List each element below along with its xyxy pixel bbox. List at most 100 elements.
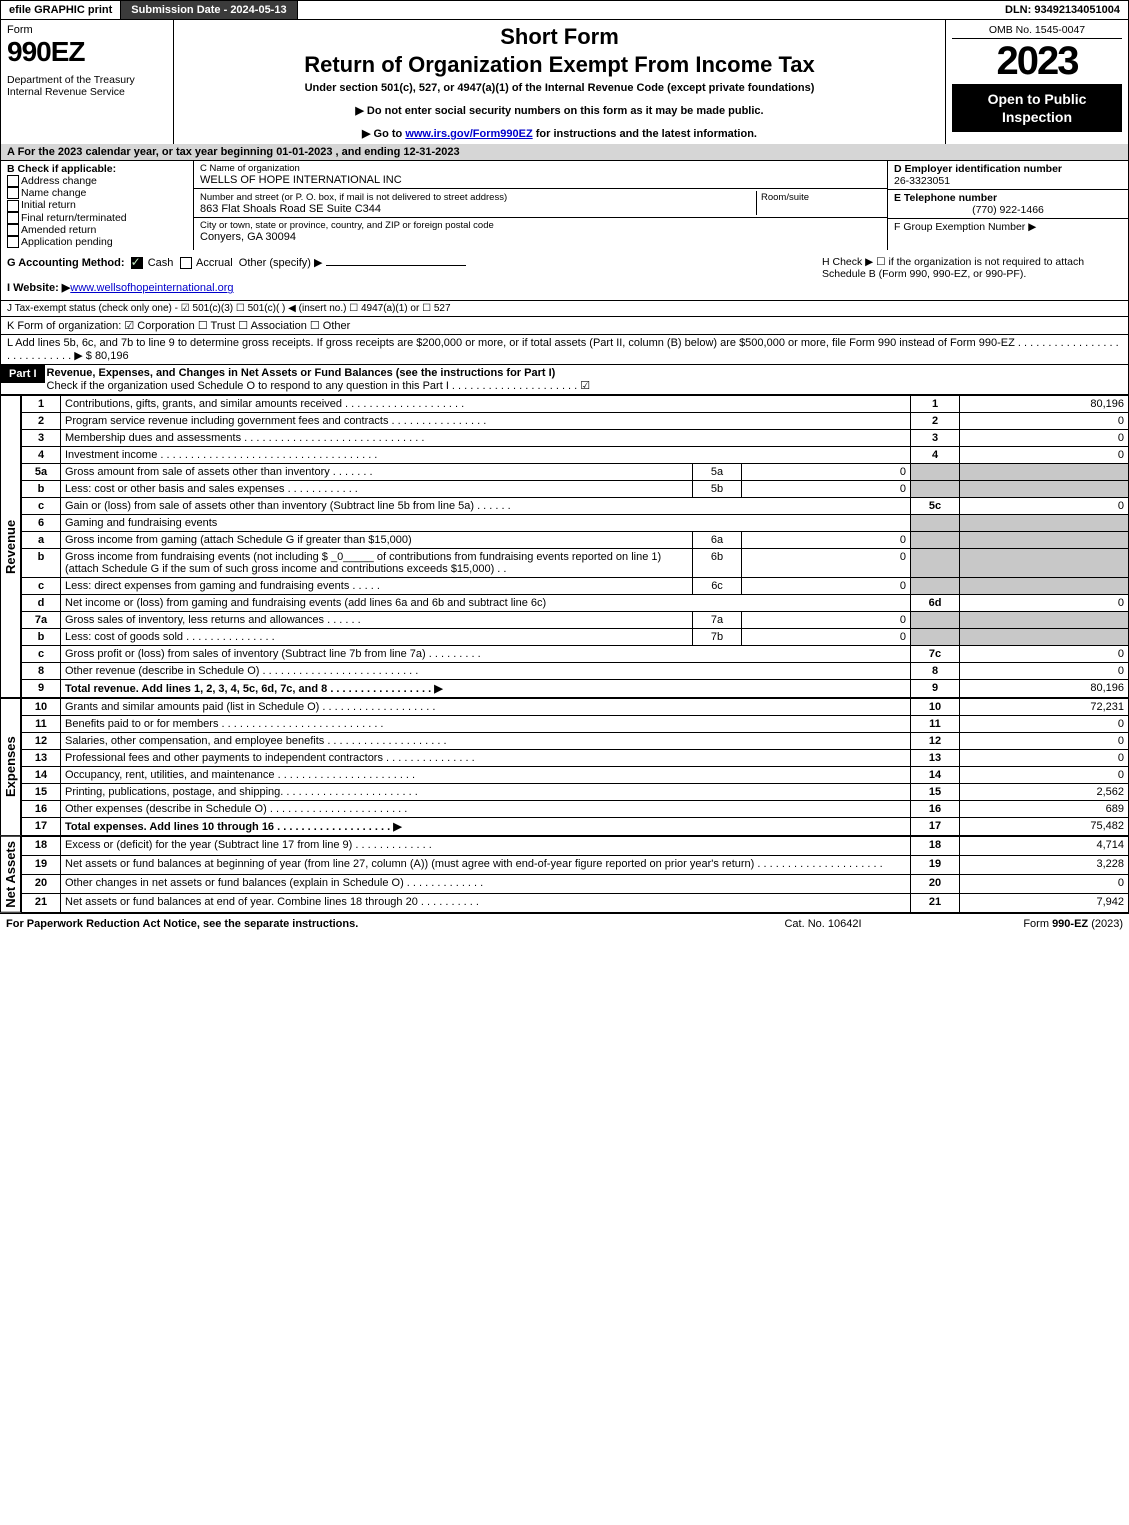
submission-date: Submission Date - 2024-05-13 xyxy=(121,1,297,19)
city: Conyers, GA 30094 xyxy=(200,231,881,243)
line-num: 20 xyxy=(22,875,61,894)
line-c: cGross profit or (loss) from sales of in… xyxy=(22,646,1129,663)
line-num: 12 xyxy=(22,733,61,750)
line-val: 0 xyxy=(960,595,1129,612)
part1-header-row: Part I Revenue, Expenses, and Changes in… xyxy=(0,365,1129,395)
line-col: 18 xyxy=(911,837,960,856)
goto-prefix: ▶ Go to xyxy=(362,128,405,140)
line-col: 11 xyxy=(911,716,960,733)
line-14: 14Occupancy, rent, utilities, and mainte… xyxy=(22,767,1129,784)
sub-num: 7b xyxy=(693,629,742,646)
line-col: 2 xyxy=(911,413,960,430)
line-3: 3Membership dues and assessments . . . .… xyxy=(22,430,1129,447)
opt-initial-return[interactable]: Initial return xyxy=(7,199,187,211)
line-num: 7a xyxy=(22,612,61,629)
opt-address-change[interactable]: Address change xyxy=(7,175,187,187)
shaded-col xyxy=(911,612,960,629)
other-label: Other (specify) ▶ xyxy=(239,257,323,269)
short-form-title: Short Form xyxy=(182,24,937,50)
line-num: 15 xyxy=(22,784,61,801)
part1-check: Check if the organization used Schedule … xyxy=(47,380,591,392)
line-col: 9 xyxy=(911,680,960,698)
line-desc: Grants and similar amounts paid (list in… xyxy=(61,699,911,716)
shaded-val xyxy=(960,578,1129,595)
line-desc: Occupancy, rent, utilities, and maintena… xyxy=(61,767,911,784)
line-desc: Other expenses (describe in Schedule O) … xyxy=(61,801,911,818)
line-col: 16 xyxy=(911,801,960,818)
opt-amended-return[interactable]: Amended return xyxy=(7,224,187,236)
line-num: 16 xyxy=(22,801,61,818)
line-16: 16Other expenses (describe in Schedule O… xyxy=(22,801,1129,818)
opt-final-return[interactable]: Final return/terminated xyxy=(7,212,187,224)
line-num: 6 xyxy=(22,515,61,532)
sub-val: 0 xyxy=(742,578,911,595)
line-val: 689 xyxy=(960,801,1129,818)
accrual-checkbox[interactable] xyxy=(180,257,192,269)
line-val: 2,562 xyxy=(960,784,1129,801)
ein-value: 26-3323051 xyxy=(894,175,950,187)
line-val: 0 xyxy=(960,430,1129,447)
accrual-label: Accrual xyxy=(196,257,233,269)
line-13: 13Professional fees and other payments t… xyxy=(22,750,1129,767)
department: Department of the Treasury Internal Reve… xyxy=(7,74,167,98)
line-val: 80,196 xyxy=(960,680,1129,698)
phone-value: (770) 922-1466 xyxy=(894,204,1122,216)
opt-name-change[interactable]: Name change xyxy=(7,187,187,199)
sub-num: 5b xyxy=(693,481,742,498)
shaded-val xyxy=(960,464,1129,481)
line-val: 0 xyxy=(960,663,1129,680)
boxes-d-e-f: D Employer identification number 26-3323… xyxy=(887,161,1128,250)
dln: DLN: 93492134051004 xyxy=(997,1,1128,19)
line-col: 10 xyxy=(911,699,960,716)
shaded-col xyxy=(911,464,960,481)
line-num: 19 xyxy=(22,856,61,875)
line-col: 12 xyxy=(911,733,960,750)
line-val: 0 xyxy=(960,750,1129,767)
opt-application-pending[interactable]: Application pending xyxy=(7,236,187,248)
efile-graphic-print[interactable]: efile GRAPHIC print xyxy=(1,1,121,19)
line-val: 0 xyxy=(960,733,1129,750)
shaded-val xyxy=(960,612,1129,629)
line-col: 8 xyxy=(911,663,960,680)
line-val: 0 xyxy=(960,875,1129,894)
line-desc: Benefits paid to or for members . . . . … xyxy=(61,716,911,733)
box-b: B Check if applicable: Address change Na… xyxy=(1,161,194,250)
line-17: 17Total expenses. Add lines 10 through 1… xyxy=(22,818,1129,836)
line-num: 5a xyxy=(22,464,61,481)
line-desc: Total expenses. Add lines 10 through 16 … xyxy=(61,818,911,836)
line-20: 20Other changes in net assets or fund ba… xyxy=(22,875,1129,894)
website-link[interactable]: www.wellsofhopeinternational.org xyxy=(70,282,233,294)
accounting-label: G Accounting Method: xyxy=(7,257,125,269)
org-name: WELLS OF HOPE INTERNATIONAL INC xyxy=(200,174,881,186)
line-7a: 7aGross sales of inventory, less returns… xyxy=(22,612,1129,629)
expenses-vert-label: Expenses xyxy=(0,698,21,836)
line-21: 21Net assets or fund balances at end of … xyxy=(22,894,1129,913)
shaded-col xyxy=(911,532,960,549)
line-10: 10Grants and similar amounts paid (list … xyxy=(22,699,1129,716)
expenses-block: Expenses 10Grants and similar amounts pa… xyxy=(0,698,1129,836)
sub-val: 0 xyxy=(742,612,911,629)
line-15: 15Printing, publications, postage, and s… xyxy=(22,784,1129,801)
line-a: aGross income from gaming (attach Schedu… xyxy=(22,532,1129,549)
main-title: Return of Organization Exempt From Incom… xyxy=(182,52,937,78)
city-label: City or town, state or province, country… xyxy=(200,220,881,231)
cash-checkbox[interactable] xyxy=(131,257,143,269)
line-val: 0 xyxy=(960,767,1129,784)
line-11: 11Benefits paid to or for members . . . … xyxy=(22,716,1129,733)
line-val: 0 xyxy=(960,646,1129,663)
street-row: Number and street (or P. O. box, if mail… xyxy=(194,189,887,218)
sub-val: 0 xyxy=(742,629,911,646)
line-4: 4Investment income . . . . . . . . . . .… xyxy=(22,447,1129,464)
line-18: 18Excess or (deficit) for the year (Subt… xyxy=(22,837,1129,856)
line-desc: Gross sales of inventory, less returns a… xyxy=(61,612,693,629)
line-desc: Contributions, gifts, grants, and simila… xyxy=(61,396,911,413)
line-desc: Other revenue (describe in Schedule O) .… xyxy=(61,663,911,680)
line-val: 4,714 xyxy=(960,837,1129,856)
line-desc: Gross income from gaming (attach Schedul… xyxy=(61,532,693,549)
line-5a: 5aGross amount from sale of assets other… xyxy=(22,464,1129,481)
irs-link[interactable]: www.irs.gov/Form990EZ xyxy=(405,128,532,140)
line-desc: Gross amount from sale of assets other t… xyxy=(61,464,693,481)
line-num: 13 xyxy=(22,750,61,767)
line-col: 6d xyxy=(911,595,960,612)
top-bar: efile GRAPHIC print Submission Date - 20… xyxy=(0,0,1129,20)
